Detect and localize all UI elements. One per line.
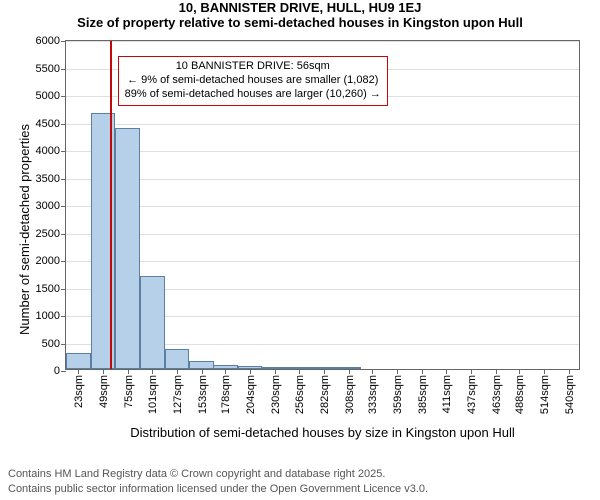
x-tick-label: 488sqm	[512, 375, 526, 414]
x-tick-label: 178sqm	[218, 375, 232, 414]
x-tick-label: 411sqm	[439, 375, 453, 413]
annotation-line: 10 BANNISTER DRIVE: 56sqm	[125, 60, 381, 74]
x-tick-label: 463sqm	[489, 375, 503, 414]
x-tick-label: 282sqm	[317, 375, 331, 414]
x-tick-label: 333sqm	[365, 375, 379, 414]
footer-credits: Contains HM Land Registry data © Crown c…	[0, 467, 600, 496]
histogram-bar	[165, 349, 190, 369]
gridline	[66, 41, 579, 42]
gridline	[66, 151, 579, 152]
gridline	[66, 234, 579, 235]
histogram-bar	[66, 353, 91, 370]
histogram-bar	[189, 361, 214, 369]
chart-area: 0 500 1000 1500 2000 2500 3000 3500 4000 4500 5000…	[0, 0, 600, 500]
x-tick-label: 127sqm	[170, 375, 184, 414]
x-tick-label: 75sqm	[121, 375, 135, 408]
y-tick-label: 4000	[36, 145, 66, 157]
y-tick-label: 3500	[36, 173, 66, 185]
plot-area: 0500100015002000250030003500400045005000…	[65, 40, 580, 370]
gridline	[66, 206, 579, 207]
annotation-line: 89% of semi-detached houses are larger (…	[125, 88, 381, 102]
gridline	[66, 179, 579, 180]
gridline	[66, 261, 579, 262]
x-tick-label: 23sqm	[71, 375, 85, 408]
x-tick-label: 308sqm	[342, 375, 356, 414]
y-tick-label: 5000	[36, 90, 66, 102]
x-tick-label: 514sqm	[537, 375, 551, 414]
subject-annotation: 10 BANNISTER DRIVE: 56sqm← 9% of semi-de…	[118, 56, 388, 105]
x-tick-label: 540sqm	[562, 375, 576, 414]
x-tick-label: 385sqm	[415, 375, 429, 414]
x-tick-label: 437sqm	[464, 375, 478, 414]
footer-line-2: Contains public sector information licen…	[8, 482, 600, 496]
y-tick-label: 2000	[36, 255, 66, 267]
x-axis-label: Distribution of semi-detached houses by …	[65, 425, 580, 440]
x-tick-label: 153sqm	[195, 375, 209, 414]
histogram-bar	[115, 128, 140, 369]
x-tick-label: 49sqm	[96, 375, 110, 408]
x-tick-label: 230sqm	[268, 375, 282, 414]
histogram-bar	[140, 276, 165, 370]
x-tick-label: 101sqm	[145, 375, 159, 414]
x-tick-label: 256sqm	[292, 375, 306, 414]
x-tick-label: 359sqm	[390, 375, 404, 414]
y-tick-label: 1000	[36, 310, 66, 322]
y-tick-label: 0	[54, 365, 66, 377]
gridline	[66, 124, 579, 125]
footer-line-1: Contains HM Land Registry data © Crown c…	[8, 467, 600, 481]
y-tick-label: 2500	[36, 228, 66, 240]
y-tick-label: 4500	[36, 118, 66, 130]
annotation-line: ← 9% of semi-detached houses are smaller…	[125, 74, 381, 88]
x-tick-label: 204sqm	[243, 375, 257, 414]
y-tick-label: 500	[42, 338, 66, 350]
y-axis-label: Number of semi-detached properties	[17, 124, 32, 335]
y-tick-label: 1500	[36, 283, 66, 295]
y-tick-label: 3000	[36, 200, 66, 212]
y-tick-label: 5500	[36, 63, 66, 75]
subject-marker-line	[110, 41, 112, 369]
y-tick-label: 6000	[36, 35, 66, 47]
